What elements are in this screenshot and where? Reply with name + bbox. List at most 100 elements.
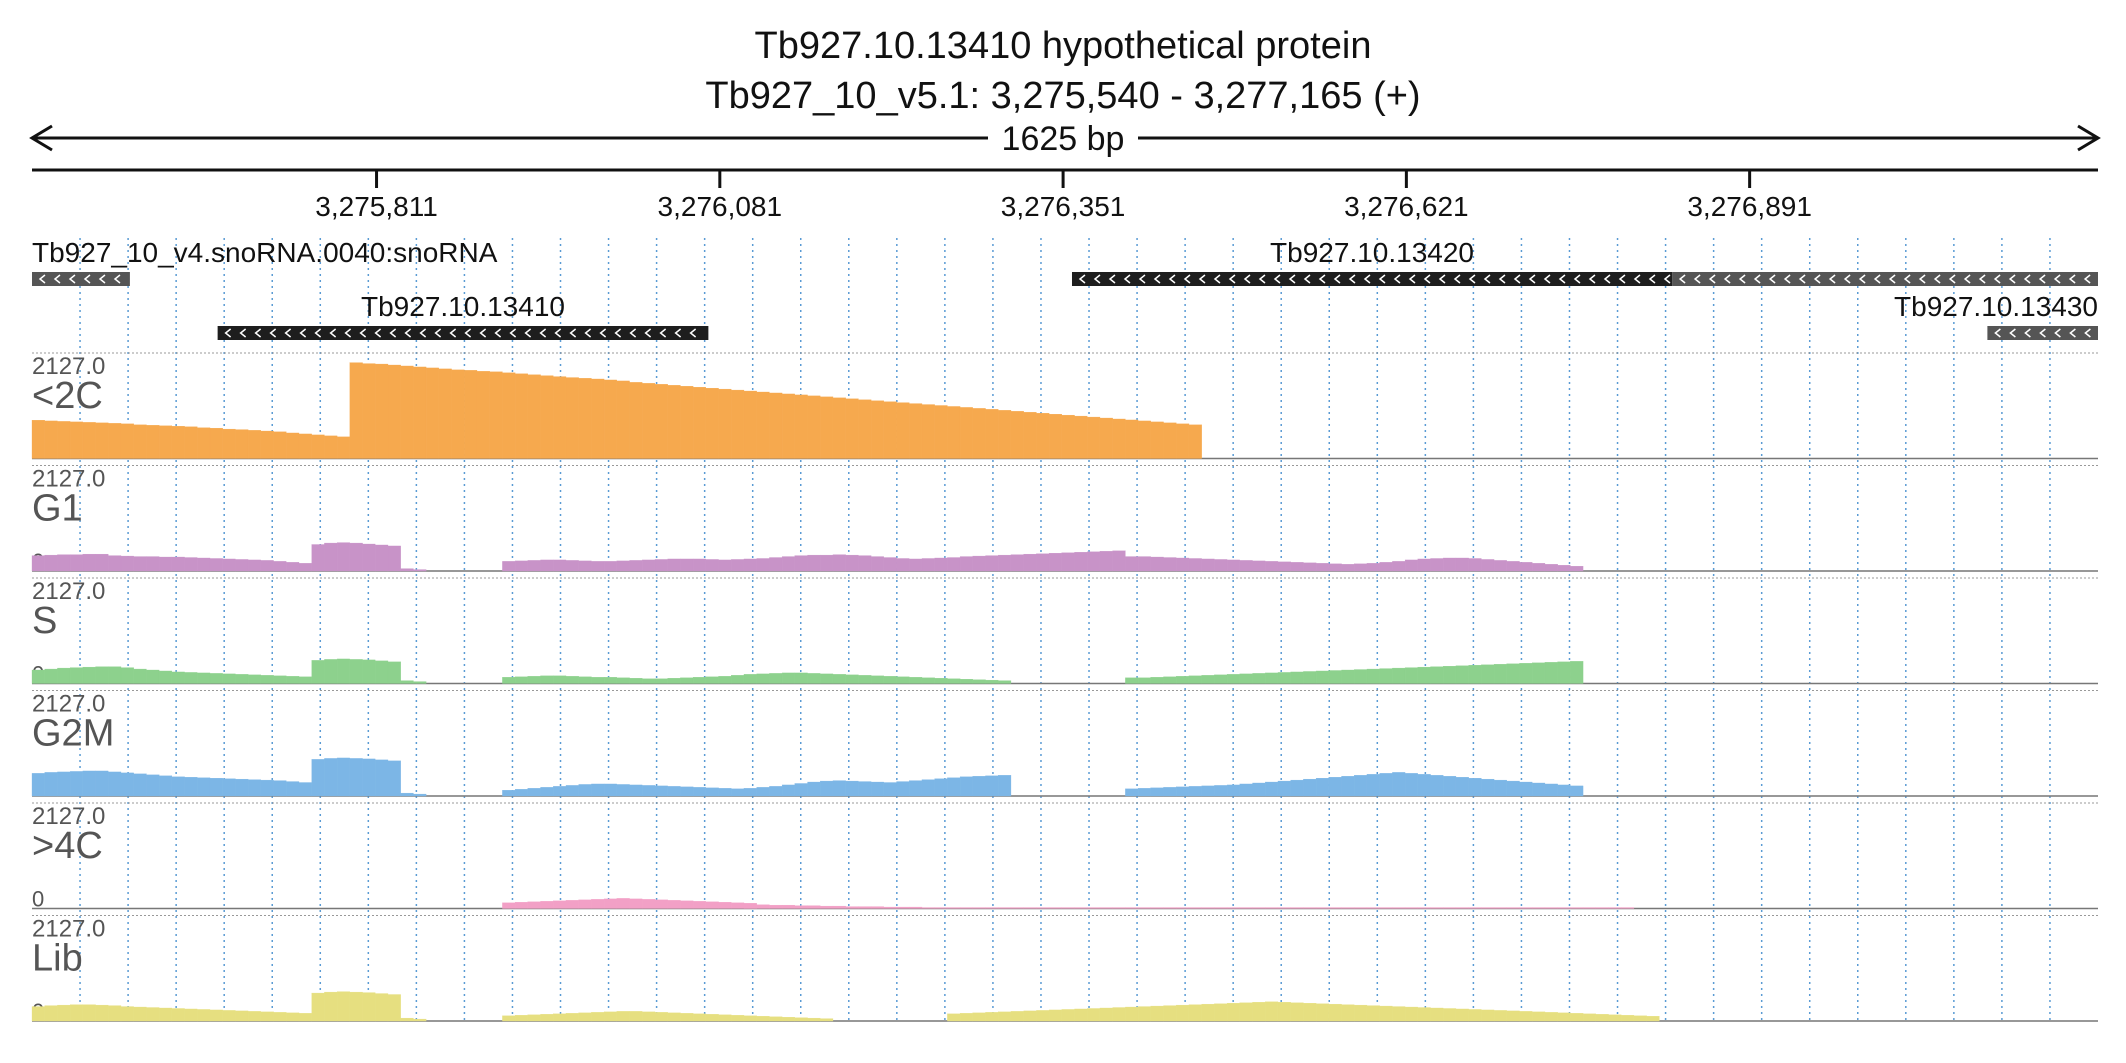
bar-1-1-25 [820,554,834,572]
bar-2-2-10 [1252,673,1266,684]
bar-0-0-22 [311,434,325,459]
bar-5-2-15 [1137,1006,1151,1022]
bar-3-1-13 [667,786,681,797]
bar-1-1-9 [616,560,630,572]
bar-3-1-6 [578,784,592,797]
bar-2-1-21 [769,673,783,684]
bar-1-1-10 [629,560,643,572]
strand-arrow-icon [524,328,532,338]
strand-arrow-icon [1078,274,1086,284]
bar-0-0-47 [629,382,643,459]
strand-arrow-icon [1603,274,1611,284]
bar-3-2-25 [1443,776,1457,797]
strand-arrow-icon [449,328,457,338]
strand-arrow-icon [419,328,427,338]
bar-1-1-15 [692,558,706,572]
bar-5-2-25 [1265,1001,1279,1022]
bar-0-0-89 [1163,422,1177,459]
bar-0-0-69 [909,403,923,459]
bar-3-1-26 [832,780,846,797]
bar-2-1-37 [972,679,986,684]
bar-1-1-43 [1048,553,1062,572]
bar-3-2-27 [1468,778,1482,797]
bar-0-0-78 [1023,412,1037,459]
bar-5-2-40 [1455,1008,1469,1022]
bar-5-2-54 [1633,1015,1647,1022]
bar-0-0-79 [1036,413,1050,459]
track-1: 2127.0G10 [31,465,2098,574]
bar-5-2-17 [1163,1005,1177,1022]
bar-0-0-40 [540,375,554,459]
bar-1-0-6 [108,555,122,572]
bar-4-1-22 [1023,907,1037,909]
bar-1-1-30 [883,557,897,572]
bar-5-1-11 [642,1011,656,1022]
span-arrow-head-left [29,124,53,152]
strand-arrow-icon [1783,274,1791,284]
bar-1-2-17 [1341,564,1355,572]
bar-0-0-18 [260,430,274,459]
strand-arrow-icon [1828,274,1836,284]
bar-1-0-30 [413,569,427,572]
bar-3-1-14 [680,786,694,797]
bar-1-2-30 [1506,561,1520,572]
bar-5-0-19 [273,1012,287,1022]
track-bars-5 [31,991,1660,1022]
bar-3-0-25 [349,758,363,797]
bar-5-2-4 [998,1011,1012,1022]
bar-2-2-26 [1455,665,1469,684]
bar-2-2-1 [1137,677,1151,684]
bar-5-2-39 [1443,1008,1457,1022]
strand-arrow-icon [554,328,562,338]
bar-2-0-14 [209,673,223,684]
bar-2-1-36 [959,679,973,684]
bar-1-1-21 [769,557,783,572]
strand-arrow-icon [1813,274,1821,284]
gene-feature-3: Tb927.10.13410 [217,291,709,340]
bar-0-0-5 [95,422,109,459]
bar-2-0-24 [336,658,350,684]
bar-0-0-90 [1176,423,1190,459]
bar-2-2-2 [1150,677,1164,684]
bar-0-0-33 [451,369,465,459]
bar-4-1-11 [883,906,897,909]
bar-5-2-7 [1036,1010,1050,1022]
bar-0-0-66 [870,400,884,459]
bar-1-1-12 [654,559,668,572]
bar-5-1-16 [705,1014,719,1022]
strand-arrow-icon [83,274,91,284]
strand-arrow-icon [53,274,61,284]
bar-3-1-29 [870,781,884,797]
bar-5-2-42 [1481,1009,1495,1022]
bar-5-0-4 [82,1004,96,1022]
bar-3-0-15 [222,778,236,797]
bar-0-0-11 [171,426,185,459]
bar-0-0-67 [883,401,897,459]
bar-3-2-5 [1188,786,1202,797]
bar-5-2-18 [1176,1004,1190,1022]
bar-3-1-21 [769,786,783,797]
bar-4-1-42 [1277,907,1291,909]
strand-arrow-icon [1888,274,1896,284]
bar-4-1-14 [921,907,935,909]
bar-2-1-38 [985,679,999,684]
gene-label-1: Tb927.10.13420 [1270,237,1474,268]
bar-1-2-0 [1125,556,1139,572]
bar-2-1-24 [807,673,821,684]
bar-3-1-31 [896,781,910,797]
bar-0-0-3 [69,421,84,459]
bar-2-2-29 [1493,664,1507,684]
bar-3-1-5 [565,785,579,797]
bar-5-0-26 [362,992,376,1022]
bar-4-0-2 [527,901,541,909]
bar-3-1-10 [629,784,643,797]
bar-1-2-21 [1392,561,1406,572]
bar-1-0-26 [362,543,376,572]
bar-0-0-26 [362,363,376,459]
strand-arrow-icon [1543,274,1551,284]
bar-2-1-6 [578,676,592,684]
strand-arrow-icon [2039,328,2046,338]
bar-5-0-12 [184,1008,198,1022]
bar-5-0-15 [222,1010,236,1022]
strand-arrow-icon [1588,274,1596,284]
